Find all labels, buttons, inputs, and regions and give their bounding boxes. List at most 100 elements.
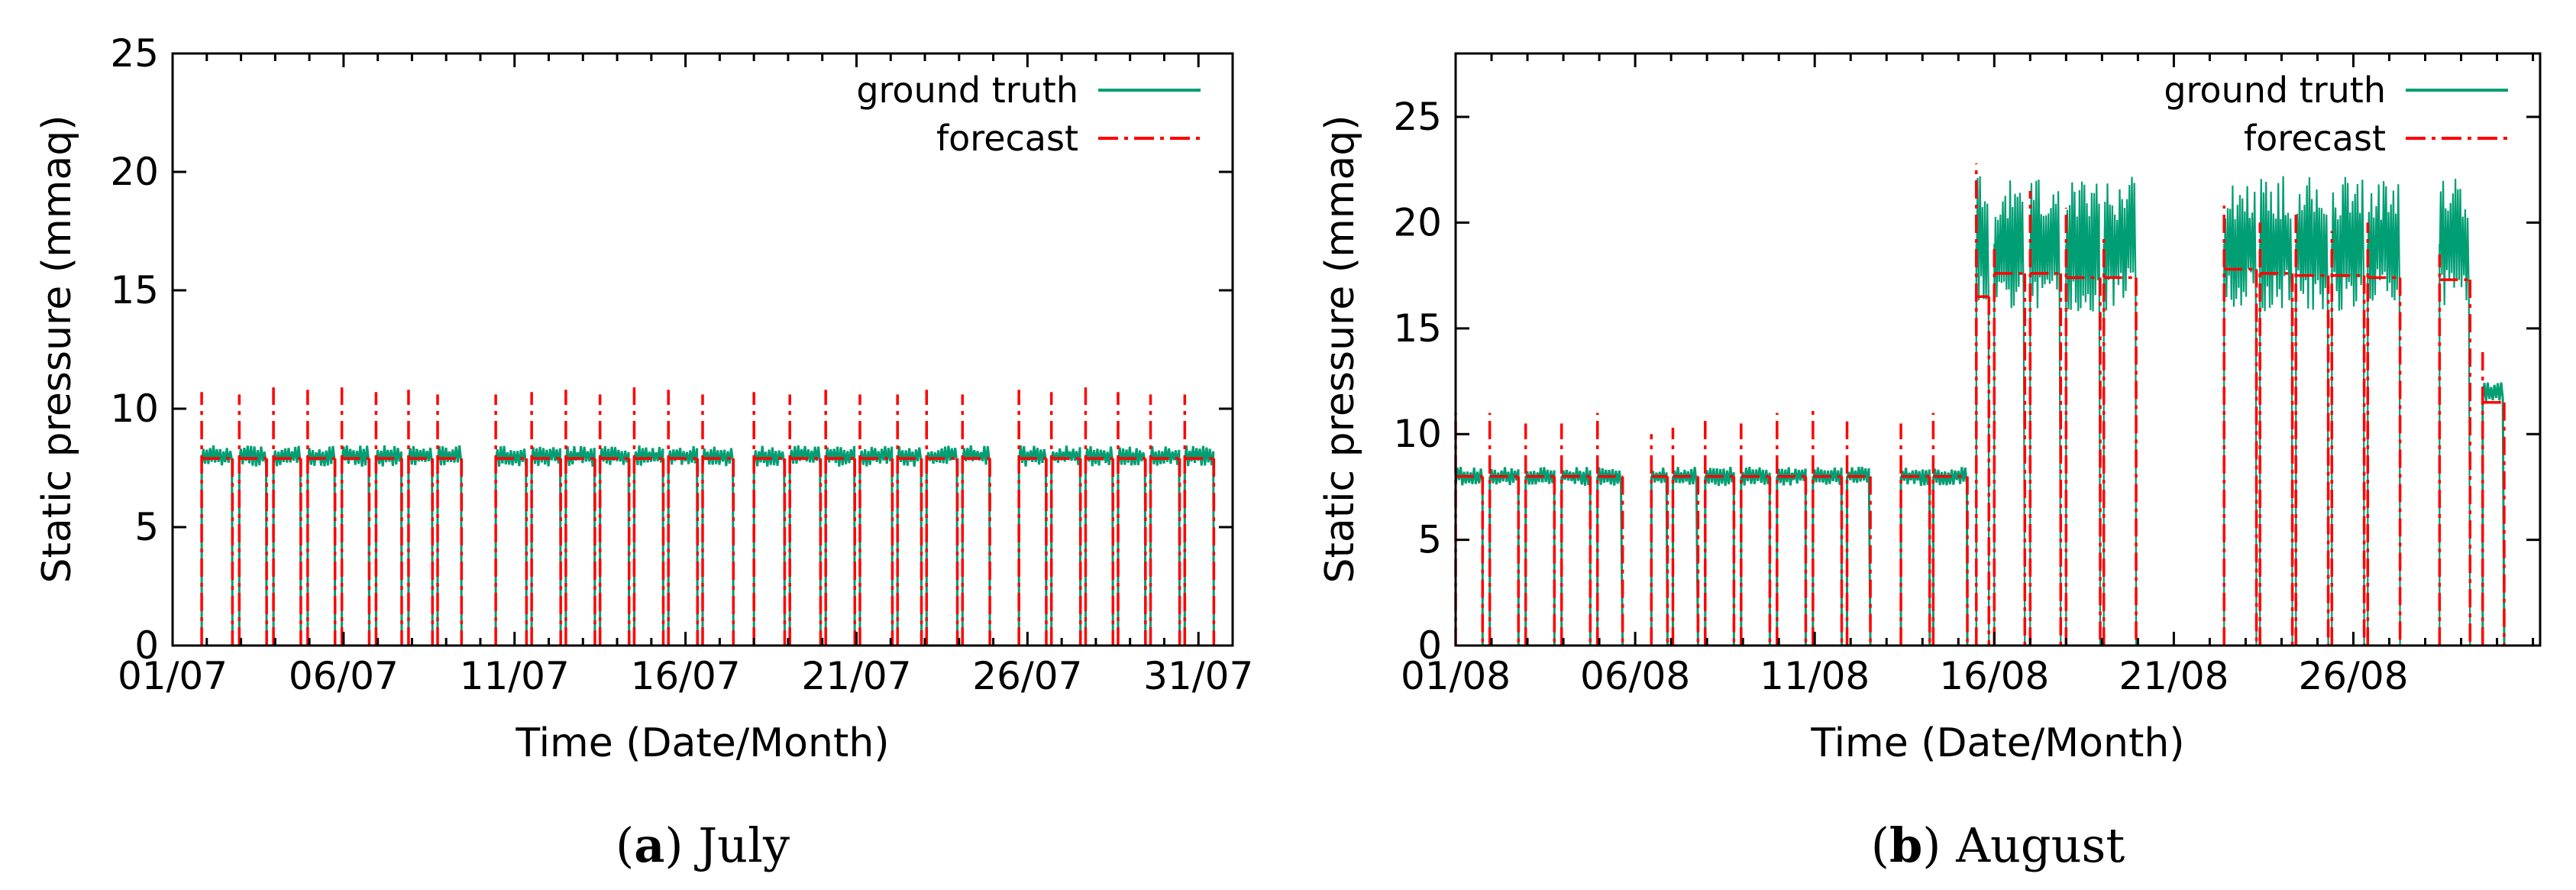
ground-truth-segment (1776, 467, 1807, 646)
ground-truth-segment (374, 445, 403, 646)
y-tick-label: 5 (134, 505, 159, 549)
ground-truth-segment (858, 446, 894, 646)
ground-truth-segment (494, 445, 528, 646)
y-axis-title-july: Static pressure (mmaq) (34, 115, 80, 583)
ground-truth-segment (1672, 467, 1699, 646)
y-axis-title-august: Static pressure (mmaq) (1317, 115, 1363, 583)
y-tick-label: 15 (1393, 306, 1442, 351)
ground-truth-segment (1454, 467, 1484, 646)
plot-area-august (1454, 163, 2506, 646)
y-tick-label: 20 (110, 150, 159, 194)
ground-truth-segment (701, 446, 735, 646)
ground-truth-segment (1650, 468, 1669, 646)
ground-truth-segment (633, 445, 664, 646)
ground-truth-segment (752, 445, 786, 646)
ground-truth-segment (2481, 382, 2506, 646)
ground-truth-segment (407, 445, 434, 646)
legend-august: ground truth forecast (2164, 70, 2508, 159)
caption-july: (a) July (616, 817, 790, 873)
ground-truth-segment (2029, 180, 2062, 646)
x-axis-title-august: Time (Date/Month) (1810, 720, 2184, 766)
ground-truth-segment (824, 445, 856, 646)
ground-truth-segment (2439, 179, 2471, 646)
ground-truth-segment (1524, 467, 1556, 646)
x-tick-label: 21/07 (801, 654, 911, 698)
ground-truth-segment (2295, 176, 2329, 646)
ground-truth-segment (1560, 467, 1592, 646)
x-tick-label: 31/07 (1143, 654, 1253, 698)
ground-truth-segment (2259, 176, 2293, 646)
ground-truth-segment (1117, 446, 1147, 646)
ground-truth-segment (599, 446, 631, 646)
y-tick-label: 10 (1393, 412, 1442, 456)
x-tick-label: 26/07 (972, 654, 1082, 698)
ground-truth-segment (1488, 467, 1520, 646)
ground-truth-segment (1931, 467, 1969, 646)
caption-letter-july: a (634, 817, 664, 873)
ground-truth-segment (564, 445, 596, 646)
plot-area-july (200, 387, 1216, 646)
x-tick-label: 06/08 (1580, 654, 1690, 698)
caption-letter-august: b (1889, 817, 1922, 873)
ground-truth-segment (1149, 445, 1181, 646)
axis-ticks-july: 0 5 10 15 20 25 01/07 06/07 11/07 16/07 21/07 26/07… (110, 31, 1253, 698)
plot-frame-august (1454, 52, 2542, 647)
x-tick-label: 01/07 (118, 654, 228, 698)
ground-truth-segment (1050, 445, 1082, 646)
caption-text-august: August (1955, 817, 2125, 873)
ground-truth-segment (530, 446, 562, 646)
y-tick-label: 5 (1417, 518, 1442, 562)
ground-truth-segment (238, 445, 268, 646)
ground-truth-segment (1846, 467, 1872, 646)
x-tick-label: 26/08 (2298, 654, 2408, 698)
axis-ticks-august: 0 5 10 15 20 25 01/08 06/08 11/08 16/08 21/08 26/08 (1393, 53, 2540, 698)
ground-truth-segment (896, 446, 923, 646)
ground-truth-segment (2065, 181, 2102, 646)
legend-label-forecast-august: forecast (2244, 118, 2386, 159)
x-tick-label: 06/07 (289, 654, 399, 698)
y-tick-label: 20 (1393, 200, 1442, 244)
ground-truth-segment (667, 446, 699, 646)
panel-july: 0 5 10 15 20 25 01/07 06/07 11/07 16/07 21/07 26/07… (34, 31, 1253, 873)
ground-truth-segment (961, 445, 991, 646)
ground-truth-segment (1596, 467, 1624, 646)
ground-truth-segment (2223, 185, 2258, 646)
ground-truth-segment (306, 445, 337, 646)
ground-truth-segment (925, 445, 959, 646)
ground-truth-segment (436, 445, 463, 646)
x-axis-title-july: Time (Date/Month) (515, 720, 889, 766)
ground-truth-segment (341, 445, 370, 646)
x-tick-label: 01/08 (1401, 654, 1511, 698)
y-tick-label: 10 (110, 387, 159, 431)
ground-truth-segment (2331, 176, 2365, 646)
y-tick-label: 25 (110, 31, 159, 76)
x-tick-label: 11/07 (460, 654, 570, 698)
ground-truth-segment (1183, 445, 1215, 646)
legend-label-forecast-july: forecast (936, 118, 1078, 159)
ground-truth-segment (2102, 176, 2138, 646)
ground-truth-segment (788, 445, 822, 646)
legend-july: ground truth forecast (856, 70, 1201, 159)
ground-truth-segment (2367, 181, 2401, 646)
ground-truth-segment (1704, 467, 1735, 646)
ground-truth-segment (1993, 180, 2026, 646)
ground-truth-segment (1740, 467, 1771, 646)
y-tick-label: 15 (110, 268, 159, 312)
ground-truth-segment (1084, 446, 1114, 646)
ground-truth-segment (1899, 468, 1931, 646)
legend-label-ground-truth-august: ground truth (2164, 70, 2386, 111)
y-tick-label: 25 (1393, 95, 1442, 139)
ground-truth-segment (272, 445, 302, 646)
caption-text-july: July (693, 817, 790, 873)
caption-august: (b) August (1871, 817, 2125, 873)
y-tick-label: 0 (134, 623, 159, 668)
ground-truth-segment (1975, 176, 1990, 646)
x-tick-label: 11/08 (1760, 654, 1870, 698)
x-tick-label: 16/08 (1939, 654, 2049, 698)
x-tick-label: 16/07 (631, 654, 741, 698)
plot-frame-july (171, 52, 1234, 647)
legend-label-ground-truth-july: ground truth (856, 70, 1078, 111)
panel-august: 0 5 10 15 20 25 01/08 06/08 11/08 16/08 21/08 26/08… (1317, 52, 2542, 873)
ground-truth-segment (200, 445, 234, 646)
